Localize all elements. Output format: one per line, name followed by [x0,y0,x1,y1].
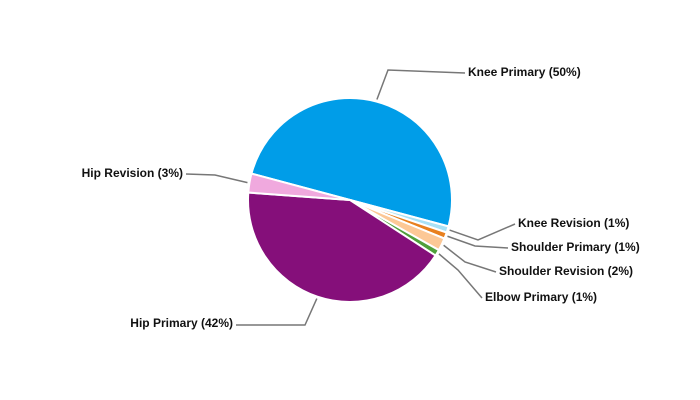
pie-slice [247,172,351,201]
leader-line [236,298,318,326]
slice-label: Shoulder Revision (2%) [499,264,633,278]
slice-label: Hip Revision (3%) [82,166,183,180]
slice-label: Knee Revision (1%) [518,216,629,230]
slice-label: Shoulder Primary (1%) [511,240,640,254]
slice-label: Hip Primary (42%) [130,316,233,330]
leader-line [449,223,516,241]
leader-line [438,253,483,299]
leader-line [443,244,497,273]
pie-slice [247,191,437,303]
pie-slice [250,97,453,228]
leader-line [447,235,509,249]
slice-label: Knee Primary (50%) [468,65,581,79]
slice-label: Elbow Primary (1%) [485,290,597,304]
leader-line [376,69,466,100]
leader-line [185,173,248,184]
